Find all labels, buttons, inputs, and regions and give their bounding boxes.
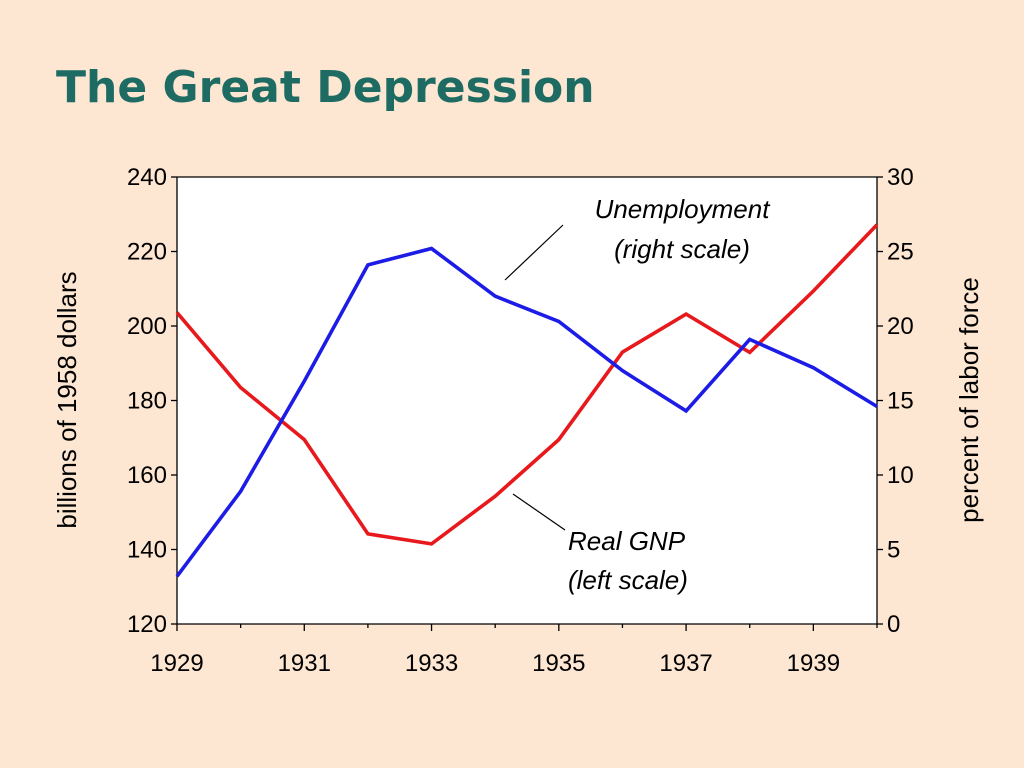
left-tick-label: 180 xyxy=(127,388,167,415)
left-tick-label: 160 xyxy=(127,462,167,489)
right-tick-label: 15 xyxy=(887,388,914,415)
right-tick-label: 10 xyxy=(887,462,914,489)
x-tick-label: 1929 xyxy=(150,650,203,677)
x-tick-label: 1933 xyxy=(405,650,458,677)
plot-area xyxy=(177,177,877,624)
right-tick-label: 20 xyxy=(887,313,914,340)
unemployment-series-line xyxy=(175,246,878,578)
right-tick-label: 25 xyxy=(887,239,914,266)
unemployment-annotation-line1: Unemployment xyxy=(595,194,772,224)
left-axis-title: billions of 1958 dollars xyxy=(52,271,82,528)
unemployment-leader-line xyxy=(504,224,564,281)
gnp-annotation-line1: Real GNP xyxy=(568,526,686,556)
x-tick-label: 1935 xyxy=(532,650,585,677)
unemployment-annotation-line2: (right scale) xyxy=(614,234,750,264)
right-axis-title: percent of labor force xyxy=(954,277,984,523)
gnp-leader-line xyxy=(512,493,566,531)
left-tick-label: 200 xyxy=(127,313,167,340)
slide-title: The Great Depression xyxy=(56,62,595,113)
x-tick-label: 1931 xyxy=(278,650,331,677)
x-tick-label: 1939 xyxy=(787,650,840,677)
right-tick-label: 5 xyxy=(887,537,900,564)
gnp-annotation-line2: (left scale) xyxy=(568,565,688,595)
left-tick-label: 220 xyxy=(127,239,167,266)
x-tick-label: 1937 xyxy=(659,650,712,677)
right-tick-label: 30 xyxy=(887,164,914,191)
left-tick-label: 120 xyxy=(127,611,167,638)
right-tick-label: 0 xyxy=(887,611,900,638)
left-tick-label: 240 xyxy=(127,164,167,191)
left-tick-label: 140 xyxy=(127,537,167,564)
